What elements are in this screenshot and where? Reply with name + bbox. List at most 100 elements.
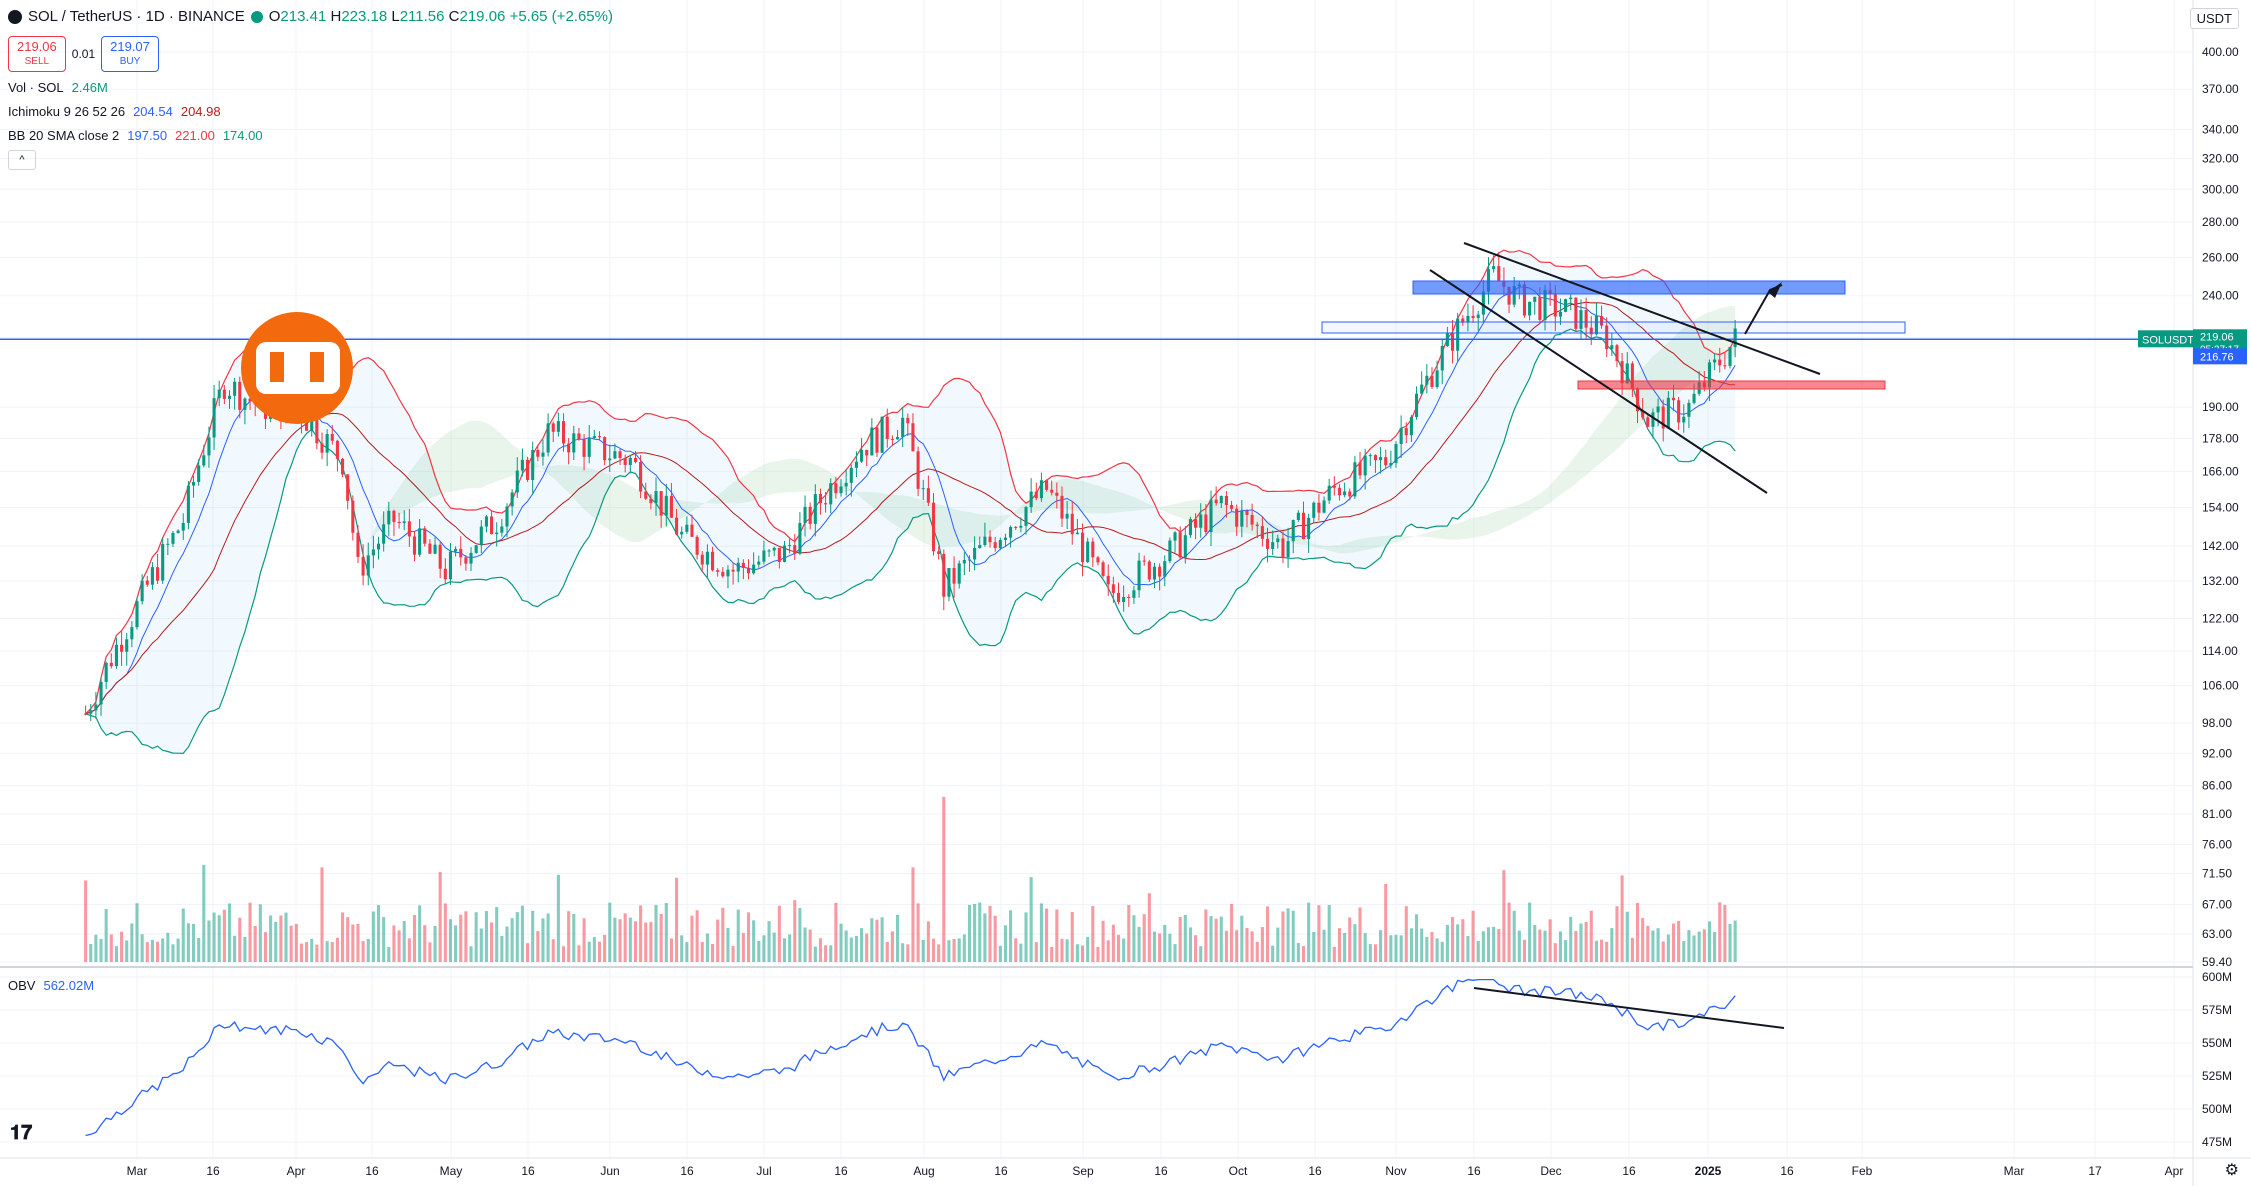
price-tick-label: 122.00 bbox=[2202, 612, 2239, 626]
candle-body bbox=[222, 389, 226, 399]
volume-bar bbox=[1528, 902, 1532, 962]
time-tick-label: Sep bbox=[1072, 1164, 1094, 1178]
candle-body bbox=[921, 488, 925, 490]
candle-body bbox=[880, 416, 884, 453]
buy-button[interactable]: 219.07 BUY bbox=[101, 36, 159, 72]
candle-body bbox=[382, 524, 386, 544]
candle-body bbox=[366, 555, 370, 576]
symbol-header[interactable]: SOL / TetherUS · 1D · BINANCE O213.41 H2… bbox=[8, 8, 613, 25]
candle-body bbox=[1086, 541, 1090, 563]
price-tick-label: 132.00 bbox=[2202, 574, 2239, 588]
symbol-title[interactable]: SOL / TetherUS · 1D · BINANCE bbox=[28, 8, 245, 25]
candle-body bbox=[1235, 508, 1239, 527]
candle-body bbox=[1687, 402, 1691, 417]
volume-bar bbox=[947, 940, 951, 962]
candle-body bbox=[1039, 480, 1043, 499]
candle-body bbox=[1646, 417, 1650, 427]
candle-body bbox=[130, 627, 134, 640]
volume-bar bbox=[890, 931, 894, 962]
volume-bar bbox=[1116, 934, 1121, 962]
candle-body bbox=[99, 681, 103, 705]
bb-legend[interactable]: BB 20 SMA close 2 197.50 221.00 174.00 bbox=[8, 128, 263, 143]
candle-body bbox=[531, 450, 535, 480]
candle-body bbox=[1641, 411, 1645, 418]
lower-trendline bbox=[1429, 269, 1768, 494]
time-tick-label: Apr bbox=[2165, 1164, 2184, 1178]
volume-bar bbox=[376, 905, 381, 962]
volume-bar bbox=[1399, 935, 1403, 962]
volume-bar bbox=[1317, 905, 1321, 962]
candle-body bbox=[716, 570, 720, 572]
spread: 0.01 bbox=[71, 47, 96, 61]
volume-bar bbox=[1671, 923, 1676, 962]
collapse-legend-button[interactable]: ^ bbox=[8, 150, 36, 170]
volume-bar bbox=[1558, 931, 1562, 962]
candle-body bbox=[1492, 266, 1496, 270]
volume-bar bbox=[1122, 938, 1126, 962]
time-tick-label: Mar bbox=[127, 1164, 148, 1178]
volume-bar bbox=[1702, 929, 1706, 962]
candle-body bbox=[1409, 417, 1413, 436]
candle-body bbox=[500, 526, 504, 533]
candle-body bbox=[587, 438, 591, 457]
trend-drawings[interactable] bbox=[0, 242, 2193, 494]
ichimoku-legend[interactable]: Ichimoku 9 26 52 26 204.54 204.98 bbox=[8, 104, 221, 119]
candle-body bbox=[1476, 314, 1480, 318]
volume-bar bbox=[1646, 925, 1650, 962]
candle-body bbox=[592, 436, 596, 439]
candle-body bbox=[1615, 345, 1619, 362]
candle-body bbox=[1466, 315, 1470, 323]
volume-bar bbox=[788, 934, 792, 962]
volume-bar bbox=[1492, 926, 1496, 962]
price-tick-label: 190.00 bbox=[2202, 400, 2239, 414]
candle-body bbox=[1420, 384, 1424, 394]
candle-body bbox=[788, 545, 792, 547]
support-zone bbox=[1577, 380, 1886, 390]
volume-bar bbox=[284, 912, 288, 962]
volume-bar bbox=[1014, 938, 1018, 962]
candle-body bbox=[551, 423, 555, 432]
volume-bar bbox=[1553, 943, 1557, 962]
candle-body bbox=[1713, 359, 1717, 363]
volume-bar bbox=[1343, 933, 1347, 962]
volume-bar bbox=[104, 909, 108, 962]
candle-body bbox=[772, 547, 776, 551]
price-tick-label: 76.00 bbox=[2202, 837, 2232, 851]
volume-bar bbox=[998, 945, 1002, 962]
volume-bar bbox=[839, 923, 843, 962]
candle-body bbox=[484, 516, 488, 527]
candle-body bbox=[145, 580, 149, 585]
volume-bar bbox=[1538, 929, 1542, 962]
volume-bar bbox=[1039, 903, 1043, 962]
sell-button[interactable]: 219.06 SELL bbox=[8, 36, 66, 72]
obv-legend[interactable]: OBV 562.02M bbox=[8, 978, 95, 993]
settings-gear-icon[interactable]: ⚙ bbox=[2224, 1162, 2239, 1179]
volume-bar bbox=[1666, 934, 1670, 962]
candle-body bbox=[793, 545, 797, 554]
volume-legend[interactable]: Vol · SOL 2.46M bbox=[8, 80, 108, 95]
volume-bar bbox=[1209, 916, 1213, 962]
candle-body bbox=[1651, 412, 1655, 427]
volume-bar bbox=[1106, 940, 1110, 962]
currency-selector[interactable]: USDT bbox=[2189, 8, 2239, 29]
candle-body bbox=[1379, 457, 1383, 461]
volume-bar bbox=[767, 921, 771, 962]
volume-bar bbox=[978, 902, 982, 962]
candle-body bbox=[227, 395, 232, 399]
candle-body bbox=[829, 483, 833, 505]
candle-body bbox=[1666, 397, 1670, 429]
volume-bar bbox=[1291, 910, 1295, 962]
candle-body bbox=[325, 434, 329, 453]
volume-bar bbox=[433, 925, 437, 962]
volume-bar bbox=[1075, 944, 1079, 962]
price-tick-label: 63.00 bbox=[2202, 927, 2232, 941]
volume-bar bbox=[330, 942, 334, 962]
volume-bar bbox=[289, 925, 293, 962]
volume-bar bbox=[1502, 870, 1506, 962]
volume-bar bbox=[700, 942, 704, 962]
volume-bar bbox=[1024, 912, 1028, 962]
candle-body bbox=[1291, 519, 1295, 542]
candle-body bbox=[1538, 296, 1542, 320]
candle-body bbox=[736, 562, 740, 572]
